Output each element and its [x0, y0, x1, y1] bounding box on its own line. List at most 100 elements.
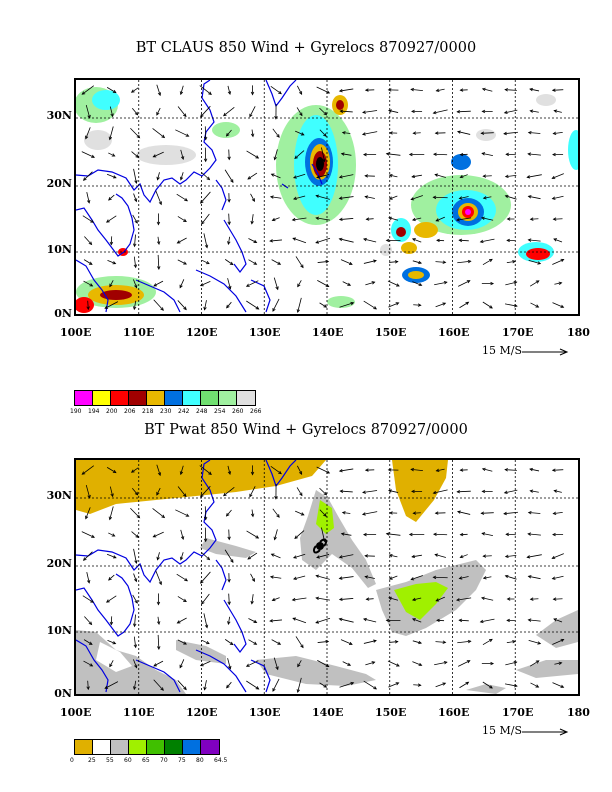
wind-arrow	[339, 554, 354, 558]
colorbar-label: 65	[142, 757, 150, 764]
wind-arrow	[81, 151, 95, 158]
wind-arrow	[460, 174, 468, 178]
wind-arrow	[529, 468, 540, 472]
wind-arrow-head	[228, 285, 232, 290]
wind-arrow-head	[251, 198, 255, 203]
wind-arrow	[433, 109, 448, 114]
wind-arrow-head	[180, 536, 185, 540]
wind-arrow	[155, 190, 162, 205]
wind-arrow	[365, 281, 375, 286]
panel1-xtick-120e: 120E	[186, 326, 218, 339]
wind-arrow-head	[364, 174, 369, 178]
wind-arrow	[528, 533, 541, 536]
wind-arrow	[459, 301, 469, 309]
wind-arrow-head	[417, 303, 422, 307]
wind-arrow-head	[245, 663, 250, 667]
wind-arrow	[201, 259, 210, 265]
wind-arrow	[157, 236, 160, 245]
wind-arrow	[272, 217, 280, 221]
wind-arrow-head	[278, 470, 282, 475]
wind-arrow-head	[482, 554, 487, 558]
wind-arrow-head	[251, 578, 255, 583]
panel2-ytick-10n: 10N	[46, 624, 72, 637]
wind-arrow	[363, 300, 377, 310]
wind-arrow-head	[204, 624, 209, 629]
wind-arrow	[134, 614, 136, 627]
wind-arrow-head	[270, 553, 275, 557]
wind-arrow-head	[176, 240, 181, 244]
wind-arrow-head	[458, 196, 463, 200]
panel2-pwat-shading	[76, 460, 578, 694]
wind-arrow-head	[227, 579, 231, 583]
wind-arrow	[131, 487, 139, 496]
wind-arrow-head	[432, 490, 437, 495]
wind-arrow	[413, 304, 421, 306]
wind-arrow	[133, 680, 137, 690]
wind-arrow	[180, 529, 184, 540]
wind-arrow-head	[199, 283, 204, 287]
wind-arrow-head	[91, 534, 95, 538]
wind-arrow-head	[489, 638, 493, 643]
wind-arrow-head	[558, 281, 563, 285]
wind-arrow	[529, 88, 540, 92]
wind-arrow-head	[338, 576, 343, 580]
wind-arrow-head	[292, 617, 297, 621]
wind-arrow-head	[527, 152, 532, 156]
wind-arrow-head	[152, 154, 157, 158]
wind-arrow-head	[183, 493, 187, 498]
wind-arrow	[292, 597, 307, 601]
wind-arrow-head	[227, 221, 231, 226]
wind-arrow	[274, 529, 278, 540]
colorbar-swatch	[147, 391, 165, 405]
wind-arrow	[296, 465, 303, 475]
wind-arrow	[528, 619, 541, 622]
wind-arrow	[459, 196, 469, 199]
panel1-xtick-180: 180	[567, 326, 590, 339]
wind-arrow	[315, 237, 331, 244]
wind-arrow-head	[299, 112, 303, 117]
wind-arrow-head	[298, 471, 303, 475]
wind-arrow-head	[434, 131, 439, 135]
wind-arrow-head	[247, 176, 252, 180]
wind-arrow	[530, 682, 539, 688]
wind-arrow-head	[108, 516, 113, 521]
wind-arrow	[552, 553, 564, 559]
wind-arrow-head	[513, 303, 518, 308]
wind-arrow	[530, 598, 539, 600]
panel2-xtick-170e: 170E	[502, 706, 534, 719]
wind-arrow	[152, 508, 165, 518]
wind-arrow	[248, 238, 257, 243]
wind-arrow	[319, 107, 327, 116]
wind-arrow	[316, 195, 330, 200]
wind-arrow	[108, 194, 115, 201]
wind-arrow-head	[465, 681, 470, 686]
wind-arrow	[316, 86, 330, 94]
wind-arrow-head	[506, 238, 511, 243]
wind-arrow	[389, 641, 398, 643]
wind-arrow	[130, 127, 140, 139]
colorbar-label: 55	[106, 757, 114, 764]
panel1-xtick-110e: 110E	[123, 326, 155, 339]
wind-arrow	[412, 554, 422, 558]
wind-arrow-head	[364, 575, 369, 579]
wind-arrow	[227, 236, 231, 245]
wind-arrow	[505, 575, 517, 580]
wind-arrow-head	[249, 493, 253, 498]
wind-arrow	[200, 660, 211, 667]
wind-arrow-head	[395, 302, 400, 306]
wind-arrow	[224, 259, 234, 265]
wind-arrow	[457, 511, 471, 515]
panel2-gridlines	[76, 460, 578, 694]
wind-arrow	[362, 511, 378, 515]
wind-arrow-head	[459, 554, 464, 559]
wind-arrow-head	[326, 90, 331, 94]
wind-arrow-head	[388, 576, 393, 580]
wind-arrow	[505, 469, 517, 471]
panel1-xtick-160e: 160E	[438, 326, 470, 339]
wind-arrow	[552, 575, 564, 580]
wind-arrow	[109, 280, 114, 287]
wind-arrow-head	[364, 554, 369, 558]
wind-arrow	[505, 195, 517, 200]
wind-arrow	[109, 126, 114, 140]
wind-arrow-head	[340, 152, 345, 156]
